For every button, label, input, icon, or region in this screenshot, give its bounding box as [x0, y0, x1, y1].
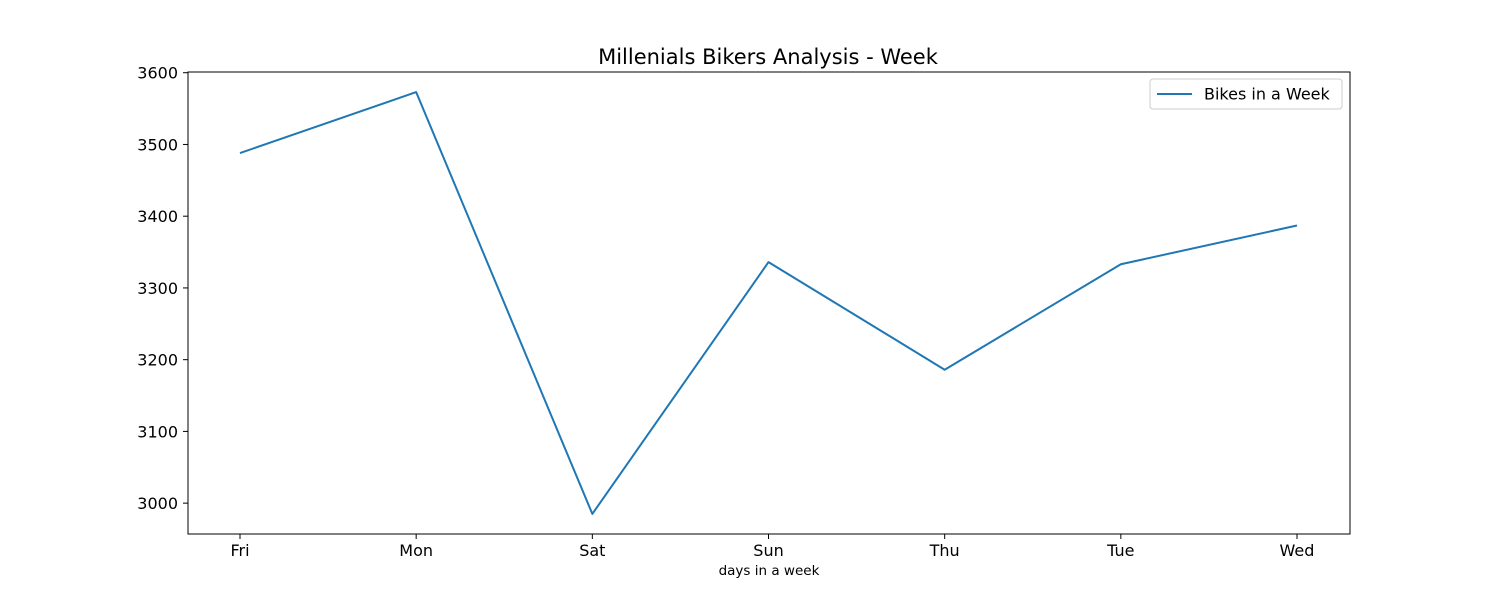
series-line [239, 91, 1298, 515]
y-tick-label: 3400 [137, 207, 178, 226]
x-tick-label: Fri [230, 541, 249, 560]
x-tick-label: Thu [929, 541, 960, 560]
y-tick-label: 3100 [137, 422, 178, 441]
plot-area-frame [187, 71, 1351, 535]
y-tick-label: 3200 [137, 351, 178, 370]
chart-title: Millenials Bikers Analysis - Week [598, 45, 939, 69]
x-axis-label: days in a week [719, 563, 820, 579]
legend: Bikes in a Week [1149, 78, 1343, 110]
x-tick-label: Wed [1280, 541, 1315, 560]
x-tick-label: Mon [399, 541, 433, 560]
x-tick-label: Tue [1106, 541, 1134, 560]
y-axis: 3000 3100 3200 3300 3400 3500 3600 [137, 64, 188, 513]
legend-box [1149, 78, 1343, 110]
x-tick-label: Sun [753, 541, 783, 560]
series-layer [239, 91, 1298, 515]
x-axis: Fri Mon Sat Sun Thu Tue Wed [230, 534, 1314, 560]
y-tick-label: 3600 [137, 64, 178, 83]
y-tick-label: 3500 [137, 135, 178, 154]
y-tick-label: 3000 [137, 494, 178, 513]
y-tick-label: 3300 [137, 279, 178, 298]
legend-label: Bikes in a Week [1204, 85, 1331, 104]
x-tick-label: Sat [579, 541, 605, 560]
